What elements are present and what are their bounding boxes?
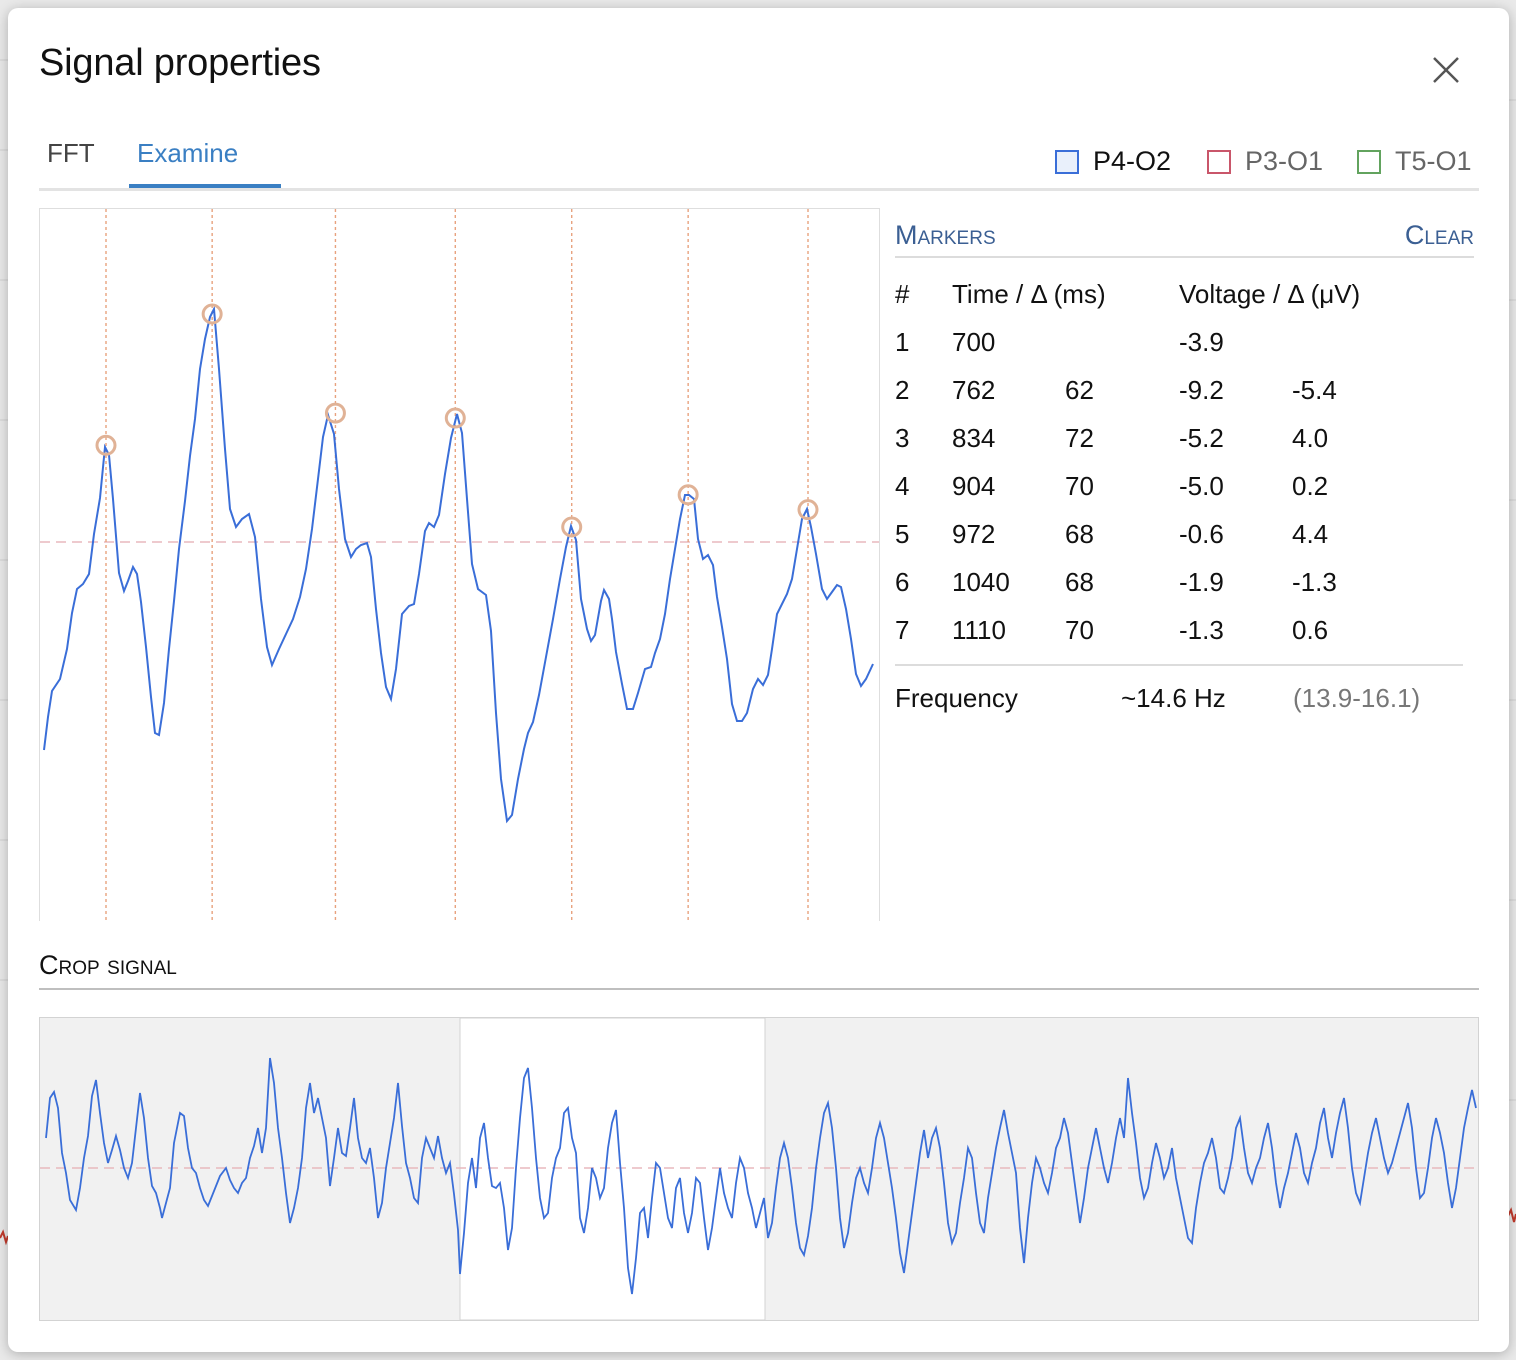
- frequency-value: ~14.6 Hz: [1121, 683, 1226, 713]
- cell-dt: 68: [1065, 566, 1094, 597]
- cell-dv: 4.4: [1292, 518, 1329, 549]
- cell-n: 6: [895, 566, 910, 597]
- crop-selection-window[interactable]: [459, 1018, 766, 1320]
- legend-swatch: [1207, 149, 1231, 174]
- cell-voltage: -1.3: [1179, 614, 1224, 645]
- marker-point-7[interactable]: [797, 499, 819, 521]
- legend-item-p4-o2[interactable]: P4-O2: [1055, 146, 1171, 177]
- cell-dt: [1065, 318, 1179, 366]
- tab-fft[interactable]: FFT: [47, 138, 95, 168]
- crop-signal-chart[interactable]: [39, 1017, 1479, 1321]
- cell-time: 972: [952, 518, 996, 549]
- cell-dt: 72: [1065, 422, 1094, 453]
- cell-n: 2: [895, 374, 910, 405]
- signal-trace-p4-o2: [43, 305, 874, 824]
- crop-signal-trace: [45, 1057, 1477, 1295]
- legend-label: P3-O1: [1245, 146, 1324, 176]
- examine-signal-chart[interactable]: [39, 208, 880, 921]
- table-row: 7 1110 70 -1.3 0.6: [895, 606, 1455, 654]
- marker-point-3[interactable]: [324, 402, 346, 424]
- table-row: 5 972 68 -0.6 4.4: [895, 510, 1455, 558]
- cell-dv: [1292, 318, 1455, 366]
- cell-time: 834: [952, 422, 996, 453]
- cell-voltage: -5.2: [1179, 422, 1224, 453]
- cell-dt: 70: [1065, 470, 1094, 501]
- cell-dt: 62: [1065, 374, 1094, 405]
- cell-time: 1040: [952, 566, 1010, 597]
- markers-title: Markers: [895, 220, 996, 250]
- table-row: 6 1040 68 -1.9 -1.3: [895, 558, 1455, 606]
- crop-signal-header: Crop signal: [39, 950, 1479, 990]
- column-header-time: Time / Δ (ms): [952, 278, 1106, 309]
- cell-time: 762: [952, 374, 996, 405]
- cell-voltage: -1.9: [1179, 566, 1224, 597]
- cell-dt: 70: [1065, 614, 1094, 645]
- cell-voltage: -9.2: [1179, 374, 1224, 405]
- table-header-row: # Time / Δ (ms) Voltage / Δ (μV): [895, 270, 1455, 318]
- cell-dt: 68: [1065, 518, 1094, 549]
- cell-dv: 0.6: [1292, 614, 1329, 645]
- legend-label: T5-O1: [1395, 146, 1472, 176]
- legend-item-p3-o1[interactable]: P3-O1: [1207, 146, 1323, 177]
- tab-bar: FFT Examine P4-O2 P3-O1 T5-O1: [39, 126, 1479, 191]
- table-row: 2 762 62 -9.2 -5.4: [895, 366, 1455, 414]
- cell-time: 700: [952, 326, 996, 357]
- cell-time: 1110: [952, 614, 1006, 645]
- signal-properties-dialog: Signal properties FFT Examine P4-O2 P3-O…: [8, 8, 1509, 1352]
- marker-point-1[interactable]: [95, 434, 117, 456]
- markers-table: # Time / Δ (ms) Voltage / Δ (μV) 1 700 -3.…: [895, 270, 1455, 654]
- marker-point-2[interactable]: [201, 303, 223, 325]
- tab-examine[interactable]: Examine: [137, 138, 239, 168]
- column-header-voltage: Voltage / Δ (μV): [1179, 278, 1361, 309]
- cell-n: 3: [895, 422, 910, 453]
- cell-time: 904: [952, 470, 996, 501]
- legend-label: P4-O2: [1093, 146, 1172, 176]
- legend-swatch: [1357, 149, 1381, 174]
- cell-n: 4: [895, 470, 910, 501]
- crop-signal-title: Crop signal: [39, 950, 177, 980]
- table-row: 4 904 70 -5.0 0.2: [895, 462, 1455, 510]
- table-row: 3 834 72 -5.2 4.0: [895, 414, 1455, 462]
- clear-button[interactable]: Clear: [1404, 220, 1474, 250]
- marker-point-6[interactable]: [677, 484, 699, 506]
- cell-dv: -1.3: [1292, 566, 1337, 597]
- cell-voltage: -3.9: [1179, 326, 1224, 357]
- marker-point-5[interactable]: [561, 516, 583, 538]
- cell-dv: 4.0: [1292, 422, 1329, 453]
- cell-n: 5: [895, 518, 910, 549]
- active-tab-indicator: [129, 184, 281, 188]
- marker-point-4[interactable]: [444, 407, 466, 429]
- markers-header: Markers Clear: [895, 214, 1474, 258]
- cell-dv: 0.2: [1292, 470, 1329, 501]
- frequency-range: (13.9-16.1): [1293, 683, 1421, 713]
- cell-n: 1: [895, 326, 910, 357]
- divider: [895, 664, 1463, 666]
- cell-voltage: -0.6: [1179, 518, 1224, 549]
- dialog-title: Signal properties: [39, 42, 321, 84]
- column-header-index: #: [895, 278, 910, 309]
- legend-swatch: [1055, 149, 1079, 174]
- cell-n: 7: [895, 614, 910, 645]
- frequency-label: Frequency: [895, 683, 1018, 713]
- cell-dv: -5.4: [1292, 374, 1337, 405]
- cell-voltage: -5.0: [1179, 470, 1224, 501]
- legend-item-t5-o1[interactable]: T5-O1: [1357, 146, 1472, 177]
- close-icon[interactable]: [1429, 53, 1463, 87]
- table-row: 1 700 -3.9: [895, 318, 1455, 366]
